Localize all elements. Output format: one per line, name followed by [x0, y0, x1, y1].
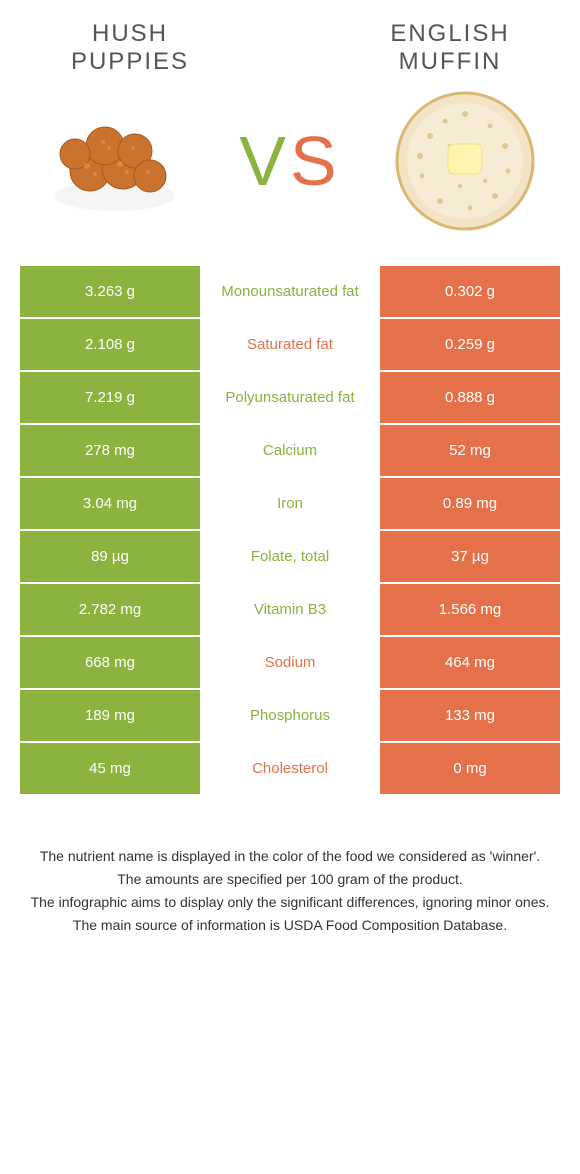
right-value: 0.888 g	[380, 372, 560, 423]
left-value: 278 mg	[20, 425, 200, 476]
left-value: 3.04 mg	[20, 478, 200, 529]
vs-s: S	[290, 122, 341, 200]
header: HUSH PUPPIES ENGLISH MUFFIN	[0, 0, 580, 76]
hero-row: VS	[0, 76, 580, 266]
table-row: 2.108 gSaturated fat0.259 g	[20, 319, 560, 372]
nutrient-label: Iron	[200, 478, 380, 529]
table-row: 45 mgCholesterol0 mg	[20, 743, 560, 796]
footnote-line: The nutrient name is displayed in the co…	[30, 846, 550, 867]
right-value: 0.259 g	[380, 319, 560, 370]
nutrient-label: Calcium	[200, 425, 380, 476]
right-value: 37 µg	[380, 531, 560, 582]
nutrient-label: Monounsaturated fat	[200, 266, 380, 317]
footnote-line: The infographic aims to display only the…	[30, 892, 550, 913]
nutrient-label: Saturated fat	[200, 319, 380, 370]
vs-v: V	[239, 122, 290, 200]
table-row: 668 mgSodium464 mg	[20, 637, 560, 690]
footnotes: The nutrient name is displayed in the co…	[0, 846, 580, 936]
right-value: 464 mg	[380, 637, 560, 688]
right-value: 0 mg	[380, 743, 560, 794]
table-row: 89 µgFolate, total37 µg	[20, 531, 560, 584]
table-row: 3.04 mgIron0.89 mg	[20, 478, 560, 531]
left-value: 668 mg	[20, 637, 200, 688]
left-value: 2.108 g	[20, 319, 200, 370]
left-value: 7.219 g	[20, 372, 200, 423]
food-left-image	[40, 86, 190, 236]
left-value: 89 µg	[20, 531, 200, 582]
table-row: 7.219 gPolyunsaturated fat0.888 g	[20, 372, 560, 425]
vs-text: VS	[239, 121, 340, 201]
right-value: 52 mg	[380, 425, 560, 476]
right-value: 0.302 g	[380, 266, 560, 317]
right-value: 1.566 mg	[380, 584, 560, 635]
table-row: 278 mgCalcium52 mg	[20, 425, 560, 478]
footnote-line: The amounts are specified per 100 gram o…	[30, 869, 550, 890]
left-value: 45 mg	[20, 743, 200, 794]
left-value: 3.263 g	[20, 266, 200, 317]
table-row: 3.263 gMonounsaturated fat0.302 g	[20, 266, 560, 319]
nutrient-label: Vitamin B3	[200, 584, 380, 635]
food-left-title: HUSH PUPPIES	[40, 20, 220, 76]
table-row: 189 mgPhosphorus133 mg	[20, 690, 560, 743]
right-value: 133 mg	[380, 690, 560, 741]
food-right-image	[390, 86, 540, 236]
left-value: 2.782 mg	[20, 584, 200, 635]
table-row: 2.782 mgVitamin B31.566 mg	[20, 584, 560, 637]
nutrient-label: Polyunsaturated fat	[200, 372, 380, 423]
footnote-line: The main source of information is USDA F…	[30, 915, 550, 936]
food-right-title: ENGLISH MUFFIN	[360, 20, 540, 76]
nutrient-label: Sodium	[200, 637, 380, 688]
nutrient-label: Cholesterol	[200, 743, 380, 794]
nutrient-label: Phosphorus	[200, 690, 380, 741]
nutrient-label: Folate, total	[200, 531, 380, 582]
nutrient-table: 3.263 gMonounsaturated fat0.302 g2.108 g…	[20, 266, 560, 796]
right-value: 0.89 mg	[380, 478, 560, 529]
left-value: 189 mg	[20, 690, 200, 741]
